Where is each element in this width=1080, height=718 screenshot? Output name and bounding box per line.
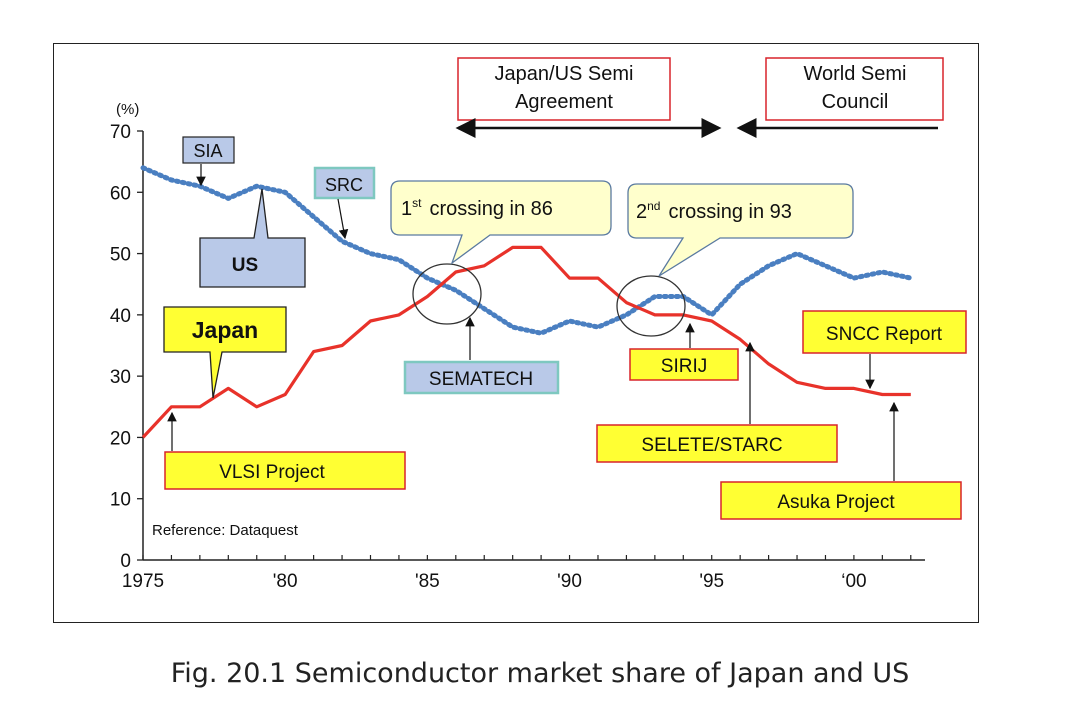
y-tick-label: 10 <box>110 490 131 511</box>
vlsi-label: VLSI Project <box>219 462 325 483</box>
council-box <box>765 57 944 121</box>
src-arrow <box>337 198 349 240</box>
y-unit-label: (%) <box>116 101 139 118</box>
crossing2-text: crossing in 93 <box>668 201 791 223</box>
crossing2-sup: nd <box>647 199 660 213</box>
x-tick-label: '85 <box>415 571 440 592</box>
japan-label: Japan <box>192 317 258 343</box>
y-tick-label: 0 <box>120 551 131 572</box>
agreement-line1: Japan/US Semi <box>495 63 634 85</box>
y-tick-label: 20 <box>110 428 131 449</box>
council-line1: World Semi <box>804 63 907 85</box>
asuka-label: Asuka Project <box>777 492 895 513</box>
crossing1-sup: st <box>412 196 422 210</box>
sncc-label: SNCC Report <box>826 324 943 345</box>
us-series-line <box>140 165 914 336</box>
agreement-line2: Agreement <box>515 91 613 113</box>
y-tick-label: 60 <box>110 183 131 204</box>
agreement-box <box>457 57 671 121</box>
figure-caption: Fig. 20.1 Semiconductor market share of … <box>170 658 910 689</box>
sematech-label: SEMATECH <box>429 369 533 390</box>
vlsi-box <box>164 451 406 490</box>
sirij-box <box>629 348 739 381</box>
y-tick-label: 50 <box>110 245 131 266</box>
us-callout <box>199 188 306 288</box>
crossing-label-93: 2nd crossing in 93 <box>636 199 792 223</box>
crossing-callout-86 <box>390 180 612 265</box>
reference-label: Reference: Dataquest <box>152 522 299 539</box>
y-tick-label: 70 <box>110 122 131 143</box>
x-ticks: 1975 '80 '85 '90 '95 ‘00 <box>122 555 912 592</box>
crossing-label-86: 1st crossing in 86 <box>401 196 553 220</box>
us-label: US <box>232 255 258 276</box>
x-tick-label: 1975 <box>122 571 164 592</box>
crossing-callout-93 <box>627 183 854 277</box>
y-tick-label: 30 <box>110 367 131 388</box>
src-label: SRC <box>325 175 363 195</box>
selete-label: SELETE/STARC <box>641 435 782 456</box>
sia-label: SIA <box>193 141 222 161</box>
y-ticks: 0 10 20 30 40 50 60 70 <box>110 122 143 572</box>
sncc-box <box>802 310 967 354</box>
sirij-label: SIRIJ <box>661 356 707 377</box>
crossing2-num: 2 <box>636 201 647 223</box>
y-tick-label: 40 <box>110 306 131 327</box>
asuka-box <box>720 481 962 520</box>
x-tick-label: '80 <box>273 571 298 592</box>
selete-box <box>596 424 838 463</box>
crossing1-num: 1 <box>401 198 412 220</box>
crossing-circle-93 <box>616 275 686 337</box>
crossing-circle-86 <box>412 263 482 325</box>
x-tick-label: '90 <box>557 571 582 592</box>
sia-box <box>182 136 235 164</box>
x-tick-label: '95 <box>699 571 724 592</box>
sematech-box <box>403 360 560 395</box>
x-tick-label: ‘00 <box>841 571 866 592</box>
japan-series-line <box>141 245 911 439</box>
crossing1-text: crossing in 86 <box>429 198 552 220</box>
council-line2: Council <box>822 91 889 113</box>
japan-callout <box>163 306 287 399</box>
src-box <box>313 166 376 200</box>
